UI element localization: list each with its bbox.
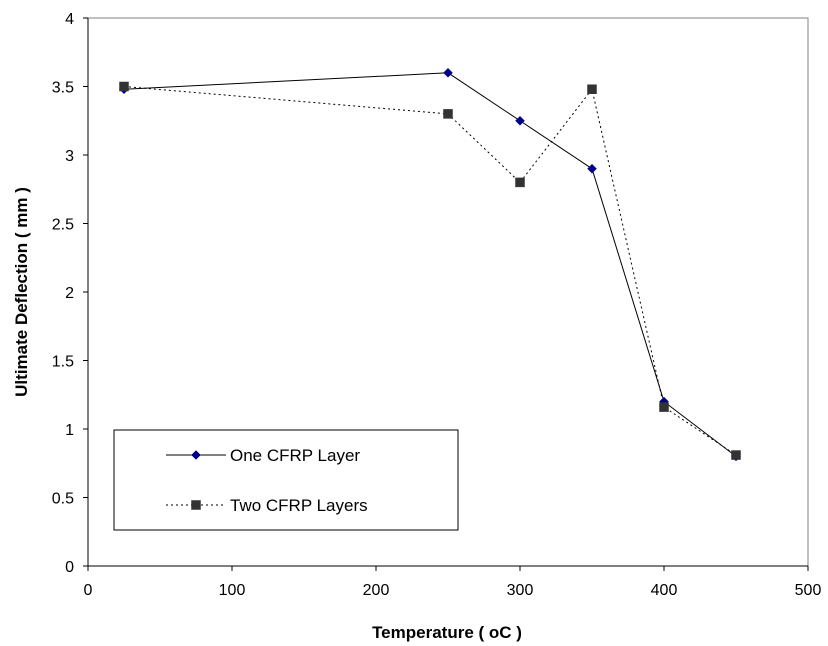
x-tick-label: 400 [651,582,678,599]
x-tick-label: 0 [84,582,93,599]
series-1-point [587,163,597,174]
y-tick-label: 2.5 [52,217,74,234]
y-tick-label: 3.5 [52,80,74,97]
y-tick-label: 2 [65,285,74,302]
x-tick-label: 200 [363,582,390,599]
legend-label-2: Two CFRP Layers [230,496,368,515]
series-1-point [515,115,525,126]
x-axis-title: Temperature ( oC ) [372,623,522,642]
legend: One CFRP Layer Two CFRP Layers [113,429,459,531]
y-tick-label: 4 [65,11,74,28]
series-2-point [659,402,669,412]
x-tick-label: 100 [219,582,246,599]
series-1 [119,67,741,462]
legend-marker-1 [191,450,201,460]
series-2-point [587,84,597,94]
y-tick-label: 0 [65,559,74,576]
series-2-point [443,109,453,119]
series-1-line [123,72,737,457]
x-tick-label: 300 [507,582,534,599]
series-2 [119,81,741,460]
series-2-line [123,86,737,456]
legend-label-1: One CFRP Layer [230,446,360,465]
legend-marker-2 [191,500,201,510]
series-2-point [515,177,525,188]
y-axis-title: Ultimate Deflection ( mm ) [12,187,31,397]
y-tick-label: 1.5 [52,354,74,371]
y-tick-label: 0.5 [52,491,74,508]
series-2-point [119,81,129,92]
y-tick-label: 1 [65,422,74,439]
x-tick-label: 500 [795,582,822,599]
series-1-point [443,67,453,78]
y-tick-label: 3 [65,148,74,165]
series-2-point [731,450,741,460]
legend-box [113,429,459,531]
